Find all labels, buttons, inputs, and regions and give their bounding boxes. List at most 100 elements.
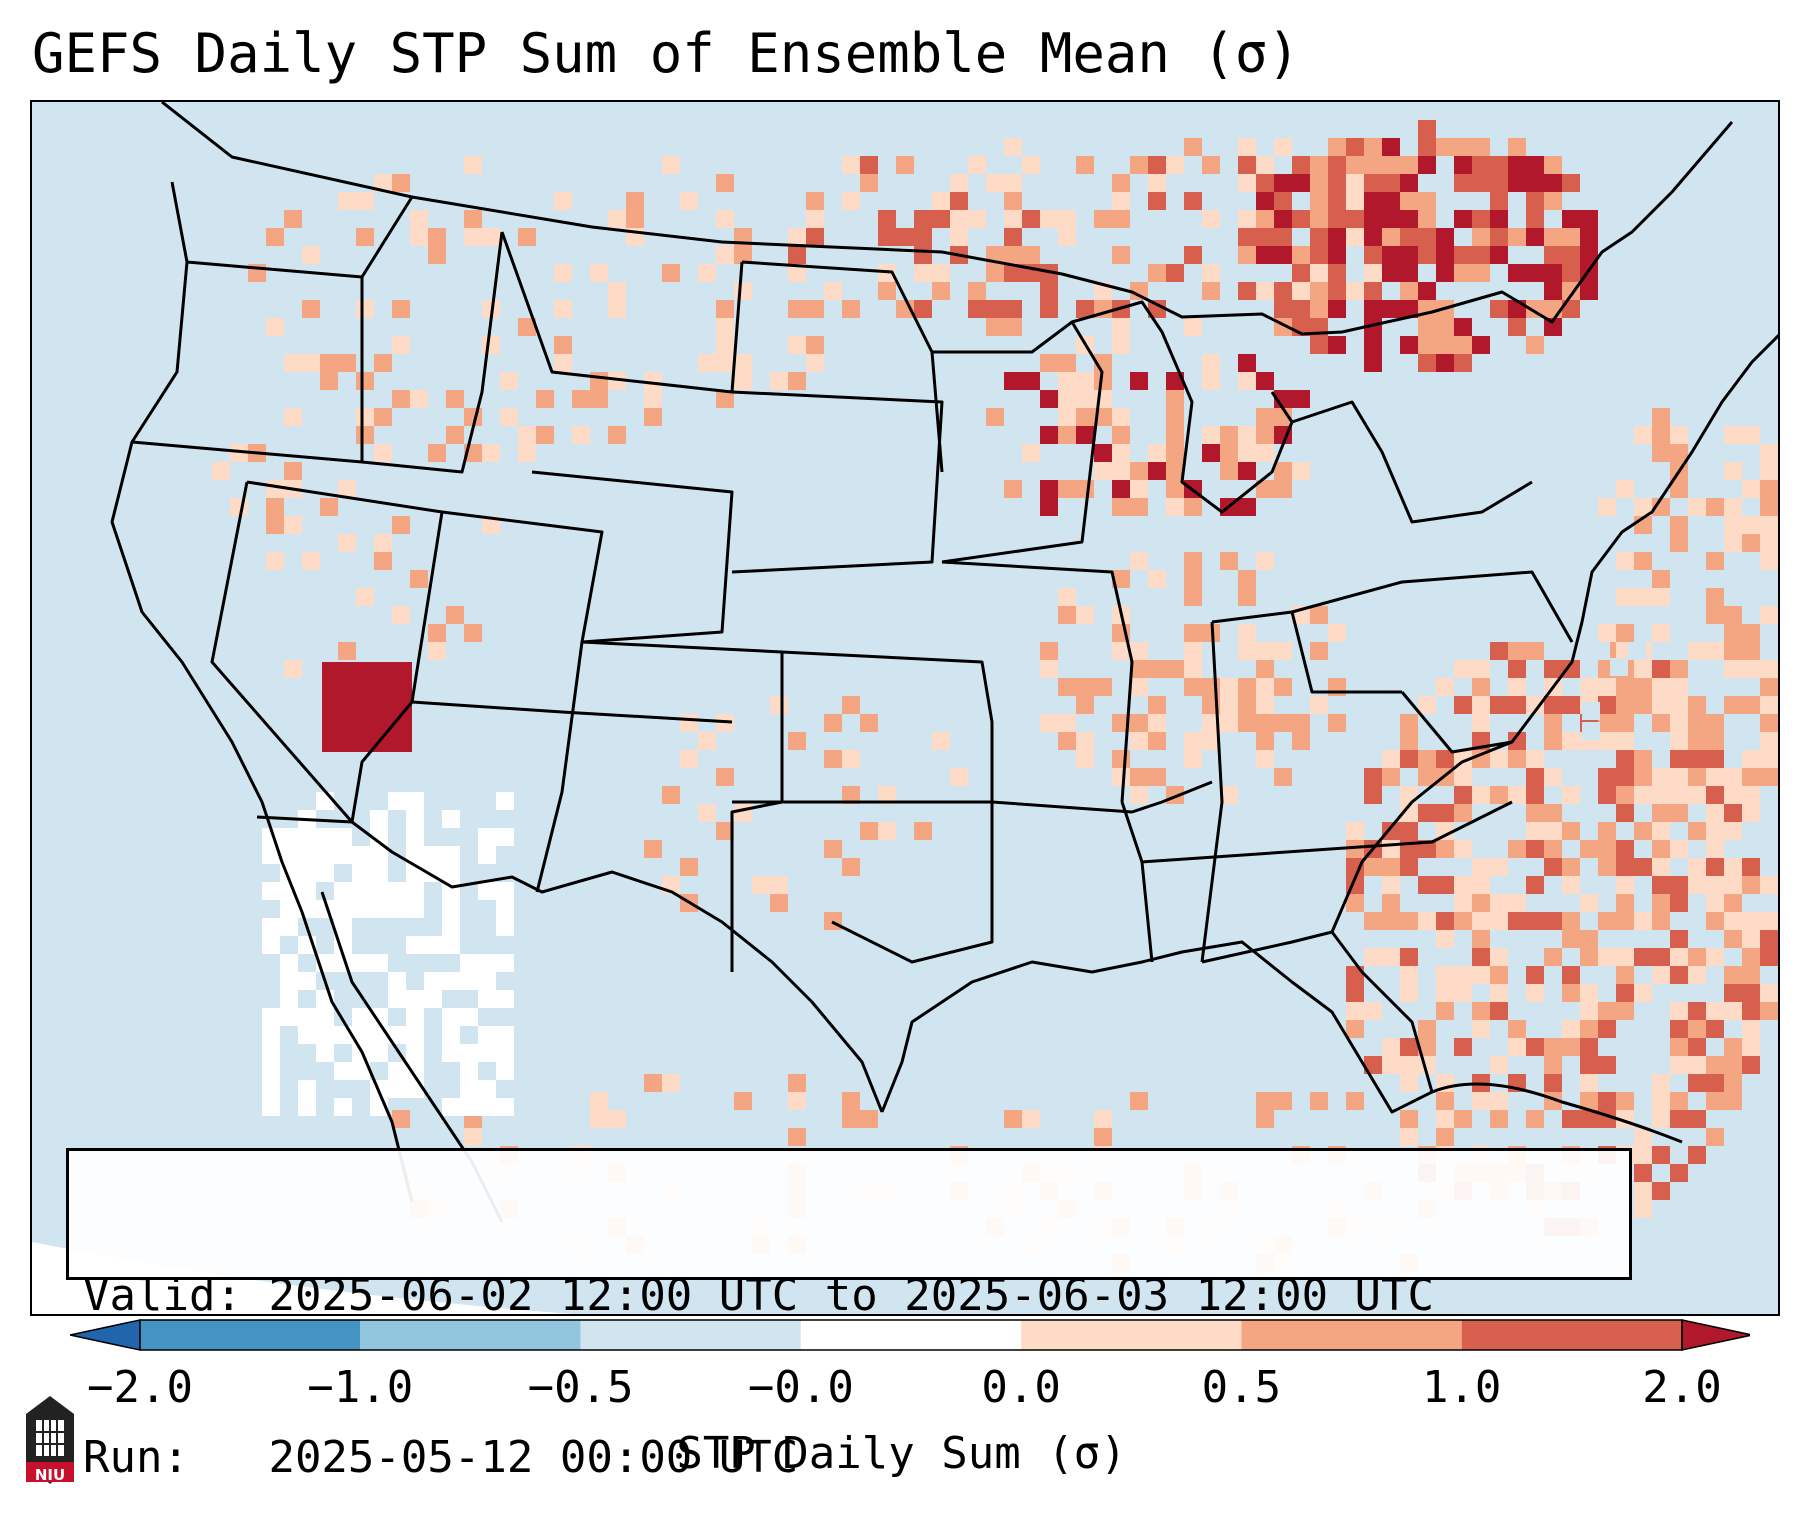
anomaly-cell <box>374 354 392 372</box>
anomaly-cell <box>1004 138 1022 156</box>
anomaly-cell <box>1670 426 1688 444</box>
anomaly-cell <box>1382 192 1400 210</box>
anomaly-cell <box>1778 714 1780 732</box>
anomaly-cell <box>1418 1038 1436 1056</box>
anomaly-cell <box>1220 462 1238 480</box>
anomaly-cell <box>1094 210 1112 228</box>
anomaly-cell <box>1454 138 1472 156</box>
anomaly-cell <box>914 228 932 246</box>
anomaly-cell <box>406 792 424 810</box>
anomaly-cell <box>1526 642 1544 660</box>
anomaly-cell <box>370 900 388 918</box>
anomaly-cell <box>1238 714 1256 732</box>
anomaly-cell <box>1202 282 1220 300</box>
anomaly-cell <box>1040 714 1058 732</box>
nd-border <box>741 260 944 473</box>
anomaly-cell <box>914 822 932 840</box>
anomaly-cell <box>322 716 340 734</box>
anomaly-cell <box>1634 1164 1652 1182</box>
anomaly-cell <box>1238 354 1256 372</box>
anomaly-cell <box>1256 426 1274 444</box>
anomaly-cell <box>1058 390 1076 408</box>
colorbar-tick: 1.0 <box>1421 1362 1502 1413</box>
anomaly-cell <box>1544 174 1562 192</box>
anomaly-cell <box>1526 840 1544 858</box>
anomaly-cell <box>1436 678 1454 696</box>
anomaly-cell <box>1562 1038 1580 1056</box>
anomaly-cell <box>1184 732 1202 750</box>
anomaly-cell <box>698 354 716 372</box>
anomaly-cell <box>1592 642 1610 660</box>
anomaly-cell <box>334 1062 352 1080</box>
anomaly-cell <box>1472 948 1490 966</box>
valid-run-info-box: Valid: 2025-06-02 12:00 UTC to 2025-06-0… <box>66 1148 1632 1483</box>
anomaly-cell <box>1670 948 1688 966</box>
anomaly-cell <box>442 1008 460 1026</box>
anomaly-cell <box>1400 732 1418 750</box>
anomaly-cell <box>1670 534 1688 552</box>
anomaly-cell <box>1580 246 1598 264</box>
anomaly-cell <box>1688 1038 1706 1056</box>
anomaly-cell <box>316 1044 334 1062</box>
ia-il-border <box>941 560 1134 803</box>
colorbar-bin <box>580 1320 801 1350</box>
anomaly-cell <box>1112 174 1130 192</box>
map-panel[interactable] <box>30 100 1780 1316</box>
anomaly-cell <box>1364 300 1382 318</box>
anomaly-cell <box>1616 750 1634 768</box>
anomaly-cell <box>1508 732 1526 750</box>
anomaly-cell <box>464 624 482 642</box>
anomaly-cell <box>1562 246 1580 264</box>
anomaly-cell <box>1724 516 1742 534</box>
anomaly-cell <box>644 372 662 390</box>
cuba-outline <box>1431 1082 1683 1144</box>
anomaly-cell <box>464 210 482 228</box>
anomaly-cell <box>1670 894 1688 912</box>
anomaly-cell <box>572 390 590 408</box>
anomaly-cell <box>1688 642 1706 660</box>
anomaly-cell <box>1346 192 1364 210</box>
anomaly-cell <box>842 1110 860 1128</box>
anomaly-cell <box>788 1074 806 1092</box>
anomaly-cell <box>716 768 734 786</box>
anomaly-cell <box>1238 282 1256 300</box>
anomaly-cell <box>1040 390 1058 408</box>
anomaly-cell <box>806 336 824 354</box>
anomaly-cell <box>1706 786 1724 804</box>
anomaly-cell <box>1094 678 1112 696</box>
anomaly-cell <box>1058 714 1076 732</box>
anomaly-cell <box>788 1128 806 1146</box>
anomaly-cell <box>1130 768 1148 786</box>
anomaly-cell <box>1418 354 1436 372</box>
anomaly-cell <box>1436 228 1454 246</box>
anomaly-cell <box>1616 894 1634 912</box>
anomaly-cell <box>1220 444 1238 462</box>
anomaly-cell <box>1634 858 1652 876</box>
az-ut-line <box>411 700 733 724</box>
anomaly-cell <box>1166 660 1184 678</box>
anomaly-cell <box>1022 246 1040 264</box>
anomaly-cell <box>1562 858 1580 876</box>
anomaly-cell <box>280 846 298 864</box>
anomaly-cell <box>406 882 424 900</box>
anomaly-cell <box>1742 804 1760 822</box>
anomaly-cell <box>662 156 680 174</box>
anomaly-cell <box>644 1074 662 1092</box>
anomaly-cell <box>1580 228 1598 246</box>
anomaly-cell <box>442 900 460 918</box>
niu-logo: NIU <box>22 1392 78 1488</box>
anomaly-cell <box>1724 1056 1742 1074</box>
anomaly-cell <box>1256 660 1274 678</box>
anomaly-cell <box>1328 264 1346 282</box>
anomaly-cell <box>1580 282 1598 300</box>
anomaly-cell <box>1724 768 1742 786</box>
anomaly-cell <box>1688 1002 1706 1020</box>
anomaly-cell <box>1472 786 1490 804</box>
anomaly-cell <box>1346 984 1364 1002</box>
anomaly-cell <box>1454 768 1472 786</box>
anomaly-cell <box>734 372 752 390</box>
anomaly-cell <box>1238 156 1256 174</box>
anomaly-cell <box>1364 354 1382 372</box>
anomaly-cell <box>1310 192 1328 210</box>
anomaly-cell <box>1544 858 1562 876</box>
